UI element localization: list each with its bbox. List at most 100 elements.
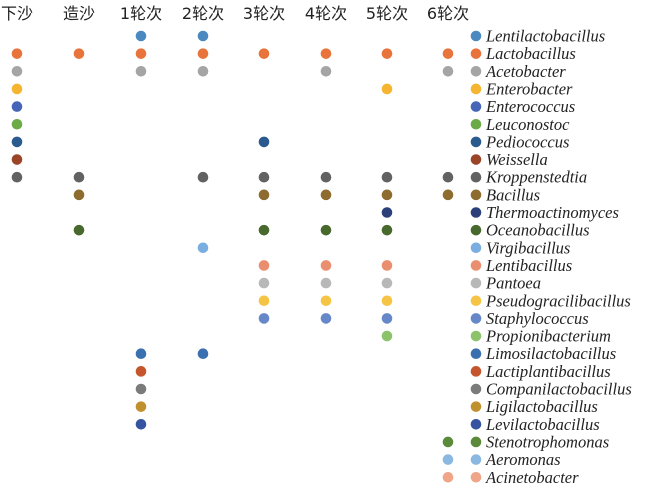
presence-dot: [320, 224, 332, 236]
presence-dot: [320, 313, 332, 324]
presence-dot: [197, 348, 209, 360]
presence-dot: [197, 171, 209, 183]
presence-dot: [135, 66, 147, 77]
presence-dot: [258, 136, 270, 148]
legend-label: Stenotrophomonas: [486, 432, 609, 451]
presence-dot: [381, 189, 393, 201]
legend-marker: [470, 419, 482, 430]
legend-label: Pantoea: [485, 274, 541, 293]
legend-marker: [470, 401, 482, 412]
legend-marker: [470, 224, 482, 236]
legend-marker: [470, 30, 482, 42]
presence-dot: [320, 260, 332, 271]
presence-dot: [135, 419, 147, 430]
legend-label: Ligilactobacillus: [485, 397, 598, 416]
legend: LentilactobacillusLactobacillusAcetobact…: [470, 27, 632, 487]
legend-label: Thermoactinomyces: [486, 203, 619, 222]
column-label: 6轮次: [427, 4, 469, 23]
presence-dot: [381, 330, 393, 342]
legend-label: Aeromonas: [485, 450, 561, 469]
legend-marker: [470, 101, 482, 112]
legend-marker: [470, 383, 482, 395]
presence-dot: [320, 66, 332, 77]
legend-label: Enterobacter: [485, 79, 573, 98]
column-label: 造沙: [63, 4, 95, 23]
presence-dot: [442, 189, 454, 201]
presence-dot: [442, 471, 454, 483]
presence-dot: [320, 189, 332, 201]
legend-label: Propionibacterium: [485, 327, 611, 346]
presence-dot: [11, 171, 23, 183]
presence-dot: [73, 224, 85, 236]
presence-dot: [135, 401, 147, 412]
legend-marker: [470, 154, 482, 165]
presence-dot: [381, 260, 393, 271]
presence-dot: [258, 48, 270, 59]
presence-dot: [381, 277, 393, 289]
presence-dot: [442, 171, 454, 183]
legend-marker: [470, 366, 482, 377]
presence-dot: [11, 48, 23, 59]
legend-marker: [470, 348, 482, 360]
presence-dot: [11, 66, 23, 77]
presence-dot: [258, 189, 270, 201]
legend-label: Bacillus: [486, 185, 540, 204]
presence-dot: [73, 171, 85, 183]
column-label: 4轮次: [305, 4, 347, 23]
legend-label: Acetobacter: [485, 62, 566, 81]
legend-marker: [470, 295, 482, 307]
legend-marker: [470, 313, 482, 324]
presence-dot: [442, 48, 454, 59]
presence-dot: [381, 313, 393, 324]
presence-dot: [258, 260, 270, 271]
legend-label: Oceanobacillus: [486, 221, 590, 240]
presence-dot: [197, 242, 209, 254]
legend-label: Staphylococcus: [486, 309, 589, 328]
presence-dot: [258, 277, 270, 289]
legend-marker: [470, 330, 482, 342]
presence-dot: [135, 366, 147, 377]
legend-label: Enterococcus: [485, 97, 575, 116]
legend-label: Virgibacillus: [486, 238, 570, 257]
legend-marker: [470, 436, 482, 448]
legend-label: Pediococcus: [485, 132, 569, 151]
presence-dot: [135, 348, 147, 360]
presence-dot: [442, 66, 454, 77]
legend-marker: [470, 171, 482, 183]
presence-dot: [381, 48, 393, 59]
legend-marker: [470, 83, 482, 95]
presence-dot: [442, 436, 454, 448]
presence-dot: [258, 313, 270, 324]
legend-label: Weissella: [486, 150, 548, 169]
presence-dot: [11, 118, 23, 130]
presence-dot: [320, 277, 332, 289]
column-label: 下沙: [1, 4, 33, 23]
legend-marker: [470, 118, 482, 130]
column-label: 5轮次: [366, 4, 408, 23]
column-label: 2轮次: [182, 4, 224, 23]
legend-marker: [470, 48, 482, 59]
presence-dot: [320, 48, 332, 59]
presence-dot: [258, 171, 270, 183]
legend-marker: [470, 471, 482, 483]
legend-marker: [470, 207, 482, 218]
presence-dot: [73, 48, 85, 59]
legend-label: Kroppenstedtia: [485, 168, 587, 187]
presence-dots: [11, 30, 454, 483]
legend-label: Pseudogracilibacillus: [485, 291, 631, 310]
presence-dot: [442, 454, 454, 465]
legend-label: Lentibacillus: [485, 256, 572, 275]
presence-dot: [320, 171, 332, 183]
presence-dot: [11, 101, 23, 112]
presence-dot: [135, 30, 147, 42]
presence-dot: [381, 83, 393, 95]
presence-dot: [381, 207, 393, 218]
presence-dot: [197, 30, 209, 42]
presence-dot: [258, 295, 270, 307]
legend-marker: [470, 66, 482, 77]
presence-dot: [73, 189, 85, 201]
column-labels: 下沙 造沙 1轮次 2轮次 3轮次 4轮次 5轮次 6轮次: [1, 4, 469, 23]
legend-label: Lentilactobacillus: [485, 27, 605, 46]
legend-label: Levilactobacillus: [485, 415, 600, 434]
